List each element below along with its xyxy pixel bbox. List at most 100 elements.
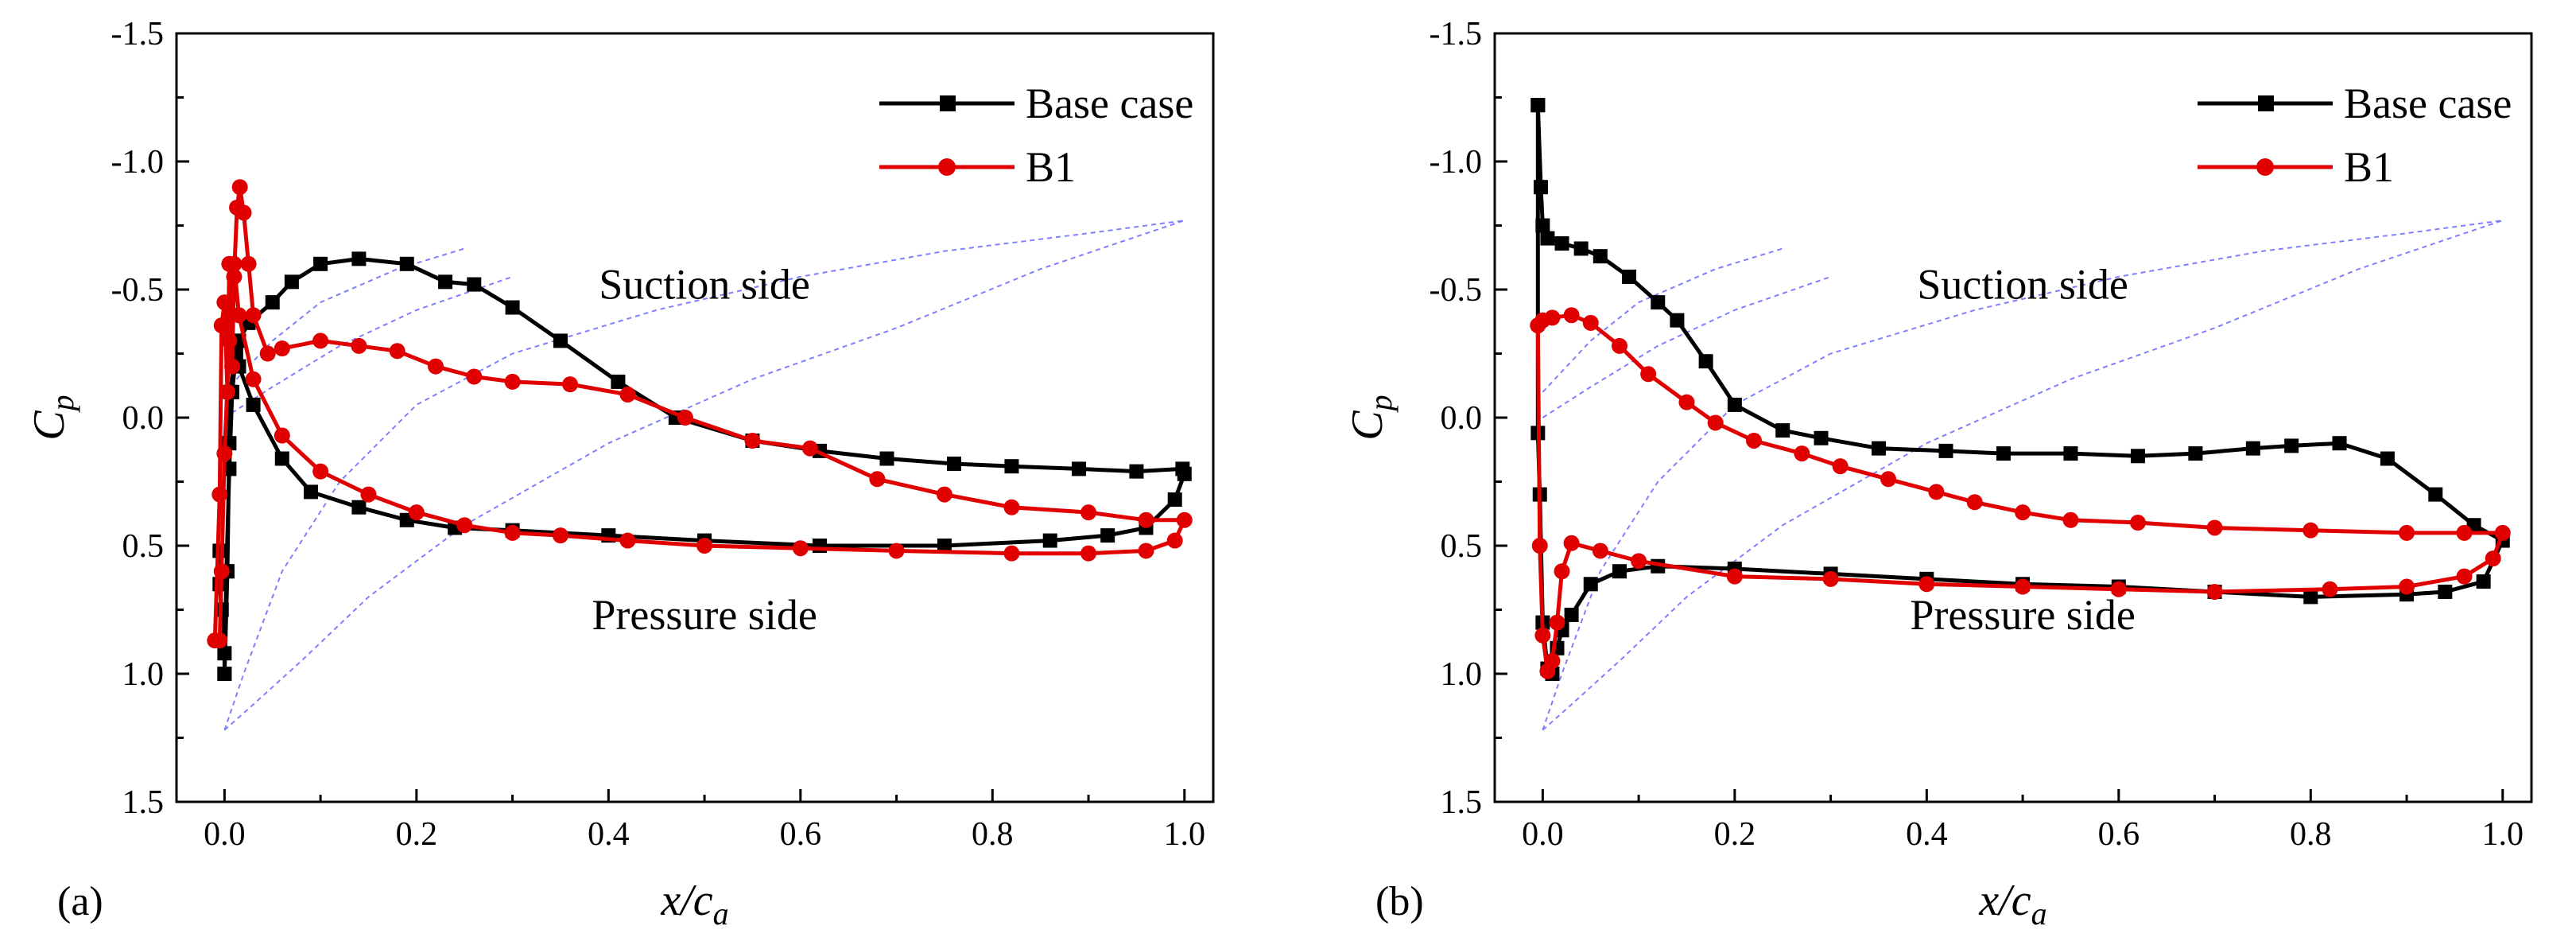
- x-tick-label: 1.0: [2482, 816, 2524, 853]
- legend-marker: [2256, 158, 2274, 176]
- data-point: [1549, 614, 1565, 631]
- data-point: [1177, 466, 1192, 481]
- y-axis-title: Cp: [1343, 395, 1399, 440]
- y-tick-label: -1.0: [111, 144, 165, 181]
- y-tick-label: -1.5: [1430, 16, 1483, 53]
- data-point: [1539, 663, 1556, 679]
- data-point: [2476, 574, 2491, 589]
- annotation-suction-side: Suction side: [599, 261, 810, 309]
- data-point: [1176, 511, 1193, 528]
- data-point: [2015, 578, 2031, 595]
- data-point: [304, 484, 319, 500]
- data-point: [217, 667, 232, 681]
- data-point: [231, 179, 248, 196]
- data-point: [408, 504, 425, 521]
- data-point: [1880, 471, 1897, 488]
- data-point: [619, 387, 636, 403]
- data-point: [504, 524, 521, 541]
- data-point: [888, 543, 905, 559]
- data-point: [1042, 533, 1057, 548]
- data-point: [792, 540, 809, 557]
- blade-profile-line: [1542, 247, 1783, 393]
- data-point: [1938, 443, 1953, 458]
- data-point: [1534, 627, 1551, 644]
- data-point: [1651, 295, 1666, 310]
- data-point: [2284, 438, 2299, 453]
- data-point: [1611, 337, 1627, 354]
- data-point: [1918, 576, 1935, 593]
- y-tick-label: -1.0: [1430, 144, 1483, 181]
- data-point: [2456, 568, 2473, 585]
- data-point: [744, 432, 761, 449]
- legend-label: Base case: [1026, 80, 1193, 127]
- data-point: [801, 440, 818, 457]
- data-point: [1727, 397, 1742, 412]
- data-point: [2063, 446, 2078, 461]
- data-point: [1707, 414, 1724, 431]
- data-point: [2206, 519, 2223, 536]
- data-point: [213, 317, 230, 334]
- data-point: [611, 374, 626, 389]
- data-point: [1593, 249, 1608, 264]
- data-point: [1871, 441, 1886, 456]
- annotation-pressure-side: Pressure side: [592, 591, 817, 639]
- x-tick-label: 0.4: [1906, 816, 1948, 853]
- data-point: [1966, 494, 1983, 511]
- data-point: [936, 486, 952, 503]
- data-point: [389, 343, 405, 360]
- data-point: [505, 300, 520, 315]
- panel-label: (b): [1375, 879, 1424, 924]
- annotation-suction-side: Suction side: [1917, 261, 2128, 309]
- data-point: [1583, 577, 1598, 592]
- data-point: [504, 373, 521, 390]
- data-point: [274, 427, 290, 444]
- y-tick-label: 0.5: [122, 528, 165, 565]
- y-tick-label: -1.5: [111, 16, 165, 53]
- data-point: [1004, 459, 1019, 474]
- blade-profile-line: [223, 220, 1185, 731]
- data-point: [2399, 578, 2415, 595]
- data-point: [456, 517, 473, 534]
- data-point: [1698, 354, 1713, 369]
- data-point: [1531, 538, 1548, 554]
- data-point: [1678, 394, 1695, 410]
- data-point: [2303, 589, 2318, 605]
- data-point: [2206, 583, 2223, 600]
- blade-profile-line: [223, 275, 513, 418]
- x-tick-label: 1.0: [1164, 816, 1206, 853]
- blade-profile-line: [223, 247, 465, 393]
- data-point: [1670, 313, 1685, 328]
- legend-label: B1: [2344, 143, 2394, 191]
- data-point: [265, 295, 280, 310]
- data-point: [1530, 98, 1546, 113]
- data-point: [2129, 515, 2146, 531]
- data-point: [313, 256, 328, 271]
- y-tick-label: 1.0: [122, 656, 165, 693]
- data-point: [240, 255, 257, 272]
- data-point: [1166, 532, 1183, 549]
- data-point: [213, 563, 230, 580]
- data-point: [2438, 584, 2453, 599]
- blade-profile-line: [1542, 220, 2503, 731]
- data-point: [1814, 430, 1829, 445]
- data-point: [1167, 492, 1182, 508]
- data-point: [216, 445, 233, 462]
- data-point: [1138, 511, 1154, 528]
- data-point: [1138, 543, 1154, 559]
- x-tick-label: 0.6: [2098, 816, 2140, 853]
- data-point: [1640, 366, 1657, 383]
- data-point: [619, 532, 636, 549]
- data-point: [1071, 461, 1086, 476]
- data-point: [1592, 543, 1608, 559]
- blade-profile-line: [223, 220, 1185, 731]
- data-point: [552, 527, 568, 544]
- data-point: [2130, 449, 2145, 464]
- y-tick-label: -0.5: [1430, 272, 1483, 309]
- data-point: [879, 451, 894, 466]
- x-tick-label: 0.0: [1522, 816, 1564, 853]
- data-point: [1822, 570, 1839, 587]
- data-point: [284, 274, 299, 290]
- data-point: [696, 538, 713, 554]
- data-point: [2380, 451, 2395, 466]
- data-point: [1564, 607, 1579, 622]
